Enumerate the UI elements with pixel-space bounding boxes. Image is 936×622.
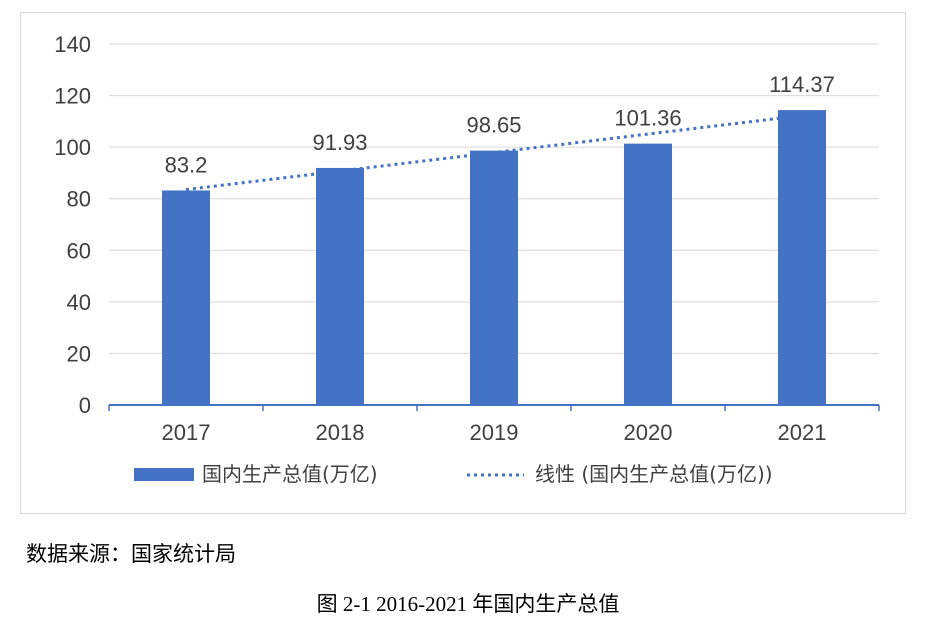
y-tick-label: 0: [79, 393, 91, 418]
chart-area: 0 20 40 60 80 100 120 140 83.2 91.93 98.65 101.36 11…: [20, 12, 906, 514]
source-note: 数据来源：国家统计局: [26, 542, 236, 566]
data-label: 91.93: [312, 130, 367, 155]
y-tick-label: 60: [67, 238, 91, 263]
bar: [470, 150, 518, 405]
trendline: [185, 114, 803, 192]
x-tick-label: 2018: [316, 420, 365, 445]
y-tick-label: 140: [54, 32, 91, 57]
gdp-bar-chart: 0 20 40 60 80 100 120 140 83.2 91.93 98.65 101.36 11…: [54, 32, 880, 486]
x-tick-label: 2017: [162, 420, 211, 445]
x-tick-label: 2021: [778, 420, 827, 445]
data-label: 98.65: [466, 113, 521, 138]
bar: [778, 110, 826, 406]
y-tick-label: 120: [54, 84, 91, 109]
bar: [624, 143, 672, 406]
y-tick-label: 20: [67, 341, 91, 366]
data-label: 114.37: [769, 72, 835, 97]
legend-label-bar: 国内生产总值(万亿): [202, 462, 378, 486]
bar: [162, 190, 210, 405]
y-tick-label: 40: [67, 290, 91, 315]
data-label: 101.36: [614, 106, 681, 131]
figure-caption: 图 2-1 2016-2021 年国内生产总值: [316, 592, 620, 616]
x-tick-label: 2019: [470, 420, 519, 445]
legend-label-trendline: 线性 (国内生产总值(万亿)): [535, 462, 773, 486]
y-tick-label: 80: [67, 187, 91, 212]
data-label: 83.2: [165, 152, 208, 177]
y-tick-label: 100: [54, 135, 91, 160]
x-tick-label: 2020: [624, 420, 673, 445]
bar: [316, 167, 364, 405]
legend-swatch-bar: [134, 468, 194, 481]
